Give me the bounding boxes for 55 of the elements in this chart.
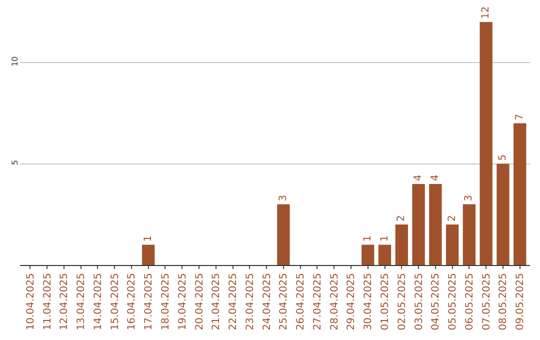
x-tick-label: 30.04.2025 [363,273,374,330]
x-tick-label: 14.04.2025 [92,273,104,330]
bar [412,184,425,265]
x-tick-label: 28.04.2025 [329,273,340,330]
x-tick-label: 18.04.2025 [160,273,172,330]
x-tick-label: 11.04.2025 [42,273,54,330]
bar [378,244,392,265]
y-tick-label: 10 [10,56,20,66]
x-tick-label: 24.04.2025 [262,273,273,330]
x-tick-label: 20.04.2025 [194,273,206,330]
x-tick-label: 16.04.2025 [126,273,138,330]
data-label: 4 [430,174,441,181]
bar [496,164,510,265]
bar [446,224,459,265]
x-tick-label: 01.05.2025 [380,273,392,330]
x-tick-label: 10.04.2025 [25,273,36,330]
data-label: 7 [514,114,526,120]
data-label: 3 [278,194,289,202]
bar [362,244,374,265]
bar [277,204,290,265]
x-tick-label: 29.04.2025 [346,273,358,330]
data-label: 12 [480,6,492,19]
x-tick-label: 23.04.2025 [244,273,256,330]
data-label: 1 [142,235,154,242]
x-tick-label: 21.04.2025 [211,273,222,330]
x-tick-label: 08.05.2025 [498,273,510,330]
bar [142,244,155,265]
x-tick-label: 19.04.2025 [177,273,188,330]
x-tick-label: 22.04.2025 [228,273,240,330]
bar [514,123,526,265]
data-label: 4 [413,174,424,181]
bar [429,184,442,265]
x-tick-label: 07.05.2025 [481,273,492,330]
x-tick-label: 02.05.2025 [396,273,408,330]
bar [395,224,408,265]
x-tick-label: 04.05.2025 [430,273,442,330]
x-tick-label: 27.04.2025 [312,273,324,330]
x-tick-label: 06.05.2025 [464,273,476,330]
data-label: 1 [362,235,374,242]
x-tick-label: 12.04.2025 [59,273,70,330]
x-tick-label: 17.04.2025 [144,273,155,330]
x-tick-label: 05.05.2025 [448,273,459,330]
x-tick-label: 26.04.2025 [296,273,307,330]
x-tick-label: 03.05.2025 [414,273,425,330]
bar [462,204,476,265]
x-tick-label: 09.05.2025 [515,273,526,330]
bar [480,22,492,265]
x-tick-label: 25.04.2025 [278,273,290,330]
data-label: 3 [464,194,475,202]
data-label: 5 [497,154,508,161]
data-label: 2 [396,215,408,222]
x-tick-label: 13.04.2025 [76,273,88,330]
x-tick-label: 15.04.2025 [110,273,121,330]
data-label: 2 [446,215,458,222]
data-label: 1 [379,235,390,242]
